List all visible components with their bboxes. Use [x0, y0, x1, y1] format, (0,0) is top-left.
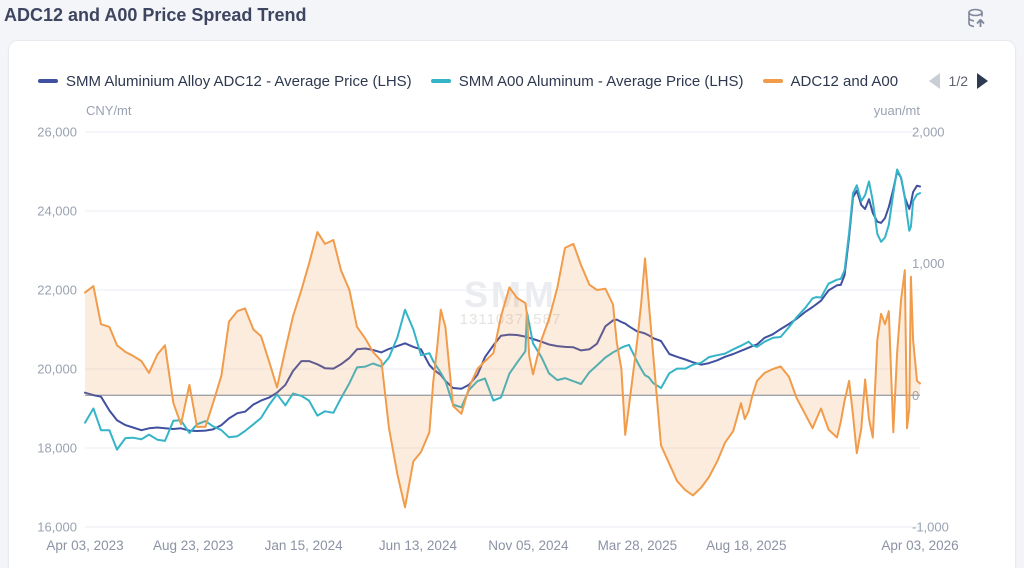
- x-tick-label: Jun 13, 2024: [379, 538, 458, 553]
- y-left-tick-label: 20,000: [37, 362, 77, 377]
- legend-prev-button[interactable]: [928, 73, 940, 89]
- legend-item-2[interactable]: SMM A00 Aluminum - Average Price (LHS): [430, 72, 744, 90]
- x-tick-label: Jan 15, 2024: [265, 538, 344, 553]
- legend-dash-icon: [38, 79, 58, 83]
- a00-price-line: [84, 168, 921, 451]
- y-right-tick-label: 1,000: [912, 256, 945, 271]
- chart-legend: SMM Aluminium Alloy ADC12 - Average Pric…: [38, 70, 988, 92]
- legend-dash-icon: [762, 79, 783, 83]
- x-tick-label: Aug 18, 2025: [706, 538, 786, 553]
- y-right-tick-label: 2,000: [912, 125, 945, 140]
- x-tick-label: Mar 28, 2025: [598, 538, 678, 553]
- adc12-price-line: [84, 170, 921, 432]
- legend-page-indicator: 1/2: [948, 73, 968, 89]
- legend-item-3[interactable]: ADC12 and A00: [762, 72, 899, 90]
- y-left-tick-label: 26,000: [37, 125, 77, 140]
- y-axis-left-name: CNY/mt: [86, 103, 132, 118]
- x-tick-label: Apr 03, 2023: [46, 538, 123, 553]
- y-right-tick-label: 0: [912, 388, 919, 403]
- y-right-tick-label: -1,000: [912, 520, 949, 535]
- y-left-tick-label: 22,000: [37, 283, 77, 298]
- y-left-tick-label: 24,000: [37, 204, 77, 219]
- legend-pagination: 1/2: [928, 73, 988, 89]
- y-axis-right-name: yuan/mt: [873, 103, 920, 118]
- spread-area-fill: [85, 232, 920, 508]
- price-spread-line: [84, 231, 921, 509]
- database-upload-icon[interactable]: [964, 6, 990, 32]
- page-title: ADC12 and A00 Price Spread Trend: [4, 5, 307, 25]
- x-tick-label: Nov 05, 2024: [488, 538, 569, 553]
- legend-item-1[interactable]: SMM Aluminium Alloy ADC12 - Average Pric…: [38, 73, 412, 90]
- legend-item-label: SMM A00 Aluminum - Average Price (LHS): [458, 72, 744, 90]
- x-tick-label: Aug 23, 2023: [153, 538, 233, 553]
- legend-next-button[interactable]: [977, 73, 988, 89]
- y-left-tick-label: 16,000: [37, 520, 77, 535]
- x-tick-label: Apr 03, 2026: [881, 538, 958, 553]
- legend-item-label: ADC12 and A00: [790, 72, 899, 90]
- chart-card: [8, 40, 1016, 568]
- y-left-tick-label: 18,000: [37, 441, 77, 456]
- legend-item-label: SMM Aluminium Alloy ADC12 - Average Pric…: [66, 72, 412, 90]
- legend-dash-icon: [430, 79, 451, 83]
